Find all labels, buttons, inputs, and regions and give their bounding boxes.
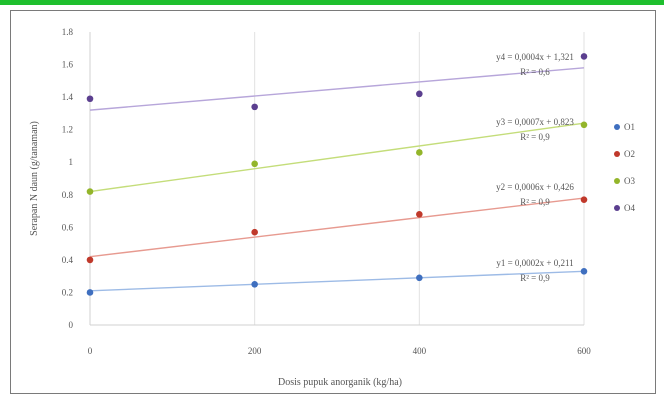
data-point-o1 — [580, 267, 588, 275]
y-tick-label: 0.4 — [62, 255, 74, 265]
data-point-o2 — [580, 196, 588, 203]
r2-label-o4: R² = 0,6 — [520, 67, 550, 77]
y-tick-label: 1.8 — [62, 27, 74, 37]
y-axis-title: Serapan N daun (g/tanaman) — [29, 121, 40, 236]
legend-label-o1: O1 — [624, 122, 635, 132]
x-tick-label: 0 — [88, 346, 93, 356]
legend-marker-o1 — [614, 124, 620, 130]
r2-label-o2: R² = 0,9 — [520, 197, 550, 207]
data-point-o4 — [251, 103, 258, 111]
trendline-o1 — [89, 270, 585, 292]
r2-label-o3: R² = 0,9 — [520, 132, 550, 142]
data-point-o4 — [86, 95, 94, 103]
top-accent-bar — [0, 0, 664, 5]
x-axis-title: Dosis pupuk anorganik (kg/ha) — [278, 377, 402, 388]
equation-label-o4: y4 = 0,0004x + 1,321 — [496, 52, 574, 62]
data-point-o1 — [251, 281, 258, 288]
y-tick-label: 1.4 — [62, 92, 74, 102]
trendline-o2 — [89, 197, 585, 258]
y-tick-label: 1 — [69, 157, 74, 167]
data-point-o1 — [86, 289, 94, 296]
y-tick-label: 1.2 — [62, 125, 73, 135]
data-point-o3 — [580, 121, 588, 129]
equation-label-o3: y3 = 0,0007x + 0,823 — [496, 117, 574, 127]
legend-label-o3: O3 — [624, 176, 635, 186]
x-tick-label: 600 — [577, 346, 591, 356]
legend-label-o2: O2 — [624, 149, 635, 159]
r2-label-o1: R² = 0,9 — [520, 273, 550, 283]
y-tick-label: 0.2 — [62, 287, 73, 297]
data-point-o4 — [580, 53, 588, 60]
legend-marker-o2 — [614, 151, 620, 157]
legend-marker-o4 — [614, 205, 620, 211]
x-tick-label: 200 — [248, 346, 262, 356]
data-point-o4 — [416, 90, 423, 98]
data-point-o3 — [86, 188, 94, 195]
x-tick-label: 400 — [413, 346, 427, 356]
data-point-o3 — [251, 160, 258, 168]
data-point-o2 — [251, 228, 258, 236]
y-tick-label: 0.6 — [62, 222, 74, 232]
data-point-o2 — [86, 256, 94, 264]
equation-label-o1: y1 = 0,0002x + 0,211 — [496, 258, 573, 268]
y-tick-label: 1.6 — [62, 60, 74, 70]
equation-label-o2: y2 = 0,0006x + 0,426 — [496, 182, 574, 192]
y-tick-label: 0.8 — [62, 190, 74, 200]
data-point-o2 — [416, 211, 423, 218]
legend-marker-o3 — [614, 178, 620, 184]
trendline-o4 — [89, 67, 585, 111]
trendline-o3 — [89, 122, 585, 193]
legend-label-o4: O4 — [624, 203, 635, 213]
y-tick-label: 0 — [69, 320, 74, 330]
data-point-o3 — [416, 149, 423, 156]
data-point-o1 — [416, 274, 423, 282]
